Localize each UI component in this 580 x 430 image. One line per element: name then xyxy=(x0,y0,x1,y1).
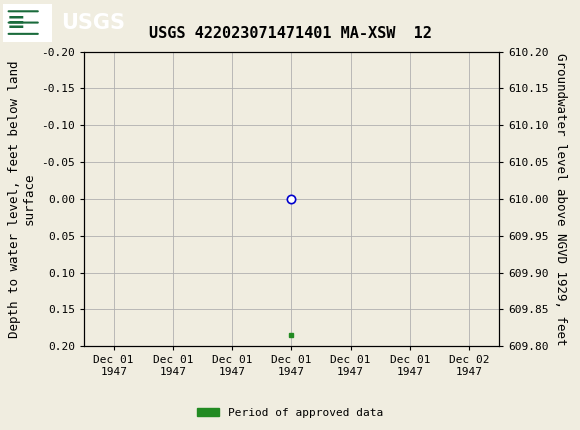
Legend: Period of approved data: Period of approved data xyxy=(193,403,387,422)
Text: ≡: ≡ xyxy=(7,12,26,33)
Text: USGS: USGS xyxy=(61,12,125,33)
Y-axis label: Depth to water level, feet below land
surface: Depth to water level, feet below land su… xyxy=(8,60,36,338)
Y-axis label: Groundwater level above NGVD 1929, feet: Groundwater level above NGVD 1929, feet xyxy=(554,52,567,345)
FancyBboxPatch shape xyxy=(3,3,52,42)
Text: USGS 422023071471401 MA-XSW  12: USGS 422023071471401 MA-XSW 12 xyxy=(148,26,432,41)
